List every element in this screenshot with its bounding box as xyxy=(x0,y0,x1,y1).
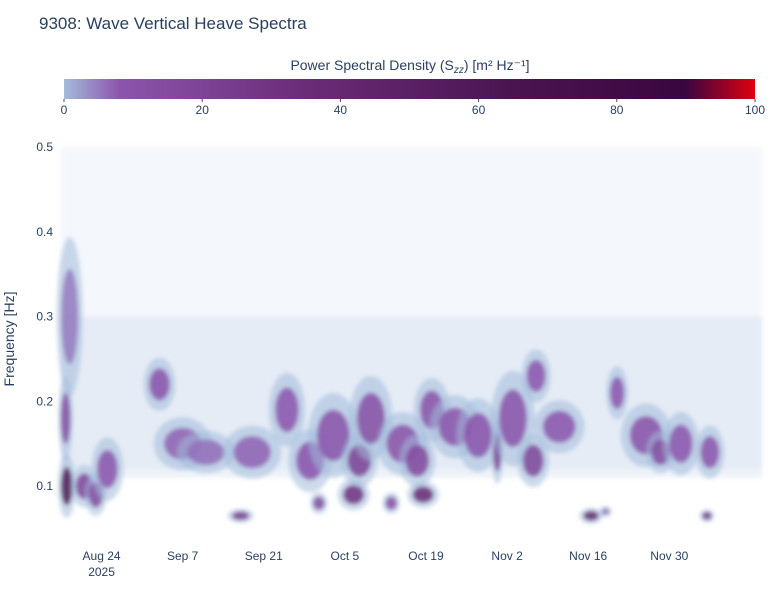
spectral-energy-cell xyxy=(61,467,73,506)
spectral-energy-cell xyxy=(702,511,712,520)
spectral-energy-cell xyxy=(543,410,576,443)
colorbar-ticks: 0 20 40 60 80 100 xyxy=(61,99,765,117)
x-tick-label: Aug 24 xyxy=(83,549,121,563)
spectral-energy-cell xyxy=(149,368,170,401)
y-tick-label: 0.5 xyxy=(36,140,53,154)
spectral-energy-cell xyxy=(412,486,434,503)
spectral-energy-cell xyxy=(357,392,385,444)
x-tick-label: Oct 19 xyxy=(408,549,444,563)
colorbar-tick-label: 20 xyxy=(196,103,210,117)
colorbar-title-suffix: ) [m² Hz⁻¹] xyxy=(464,57,530,73)
spectral-energy-cell xyxy=(385,496,397,510)
colorbar-tick-label: 0 xyxy=(61,103,68,117)
spectral-energy-cell xyxy=(275,387,299,433)
x-tick-label: Sep 21 xyxy=(245,549,283,563)
chart-title: 9308: Wave Vertical Heave Spectra xyxy=(39,14,307,33)
x-tick-label: Sep 7 xyxy=(167,549,199,563)
colorbar-tick-label: 60 xyxy=(472,103,486,117)
spectral-energy-cell xyxy=(317,409,350,461)
y-tick-label: 0.1 xyxy=(36,479,53,493)
spectral-energy-cell xyxy=(61,268,79,365)
spectral-energy-cell xyxy=(97,450,118,489)
y-tick-label: 0.2 xyxy=(36,394,53,408)
colorbar-tick-label: 80 xyxy=(610,103,624,117)
spectral-energy-cell xyxy=(601,508,610,515)
x-axis-ticks: Aug 24 2025 Sep 7 Sep 21 Oct 5 Oct 19 Nov 2 Nov… xyxy=(83,549,689,579)
colorbar-title-prefix: Power Spectral Density (S xyxy=(290,57,453,73)
y-axis-label: Frequency [Hz] xyxy=(1,292,17,387)
colorbar-title: Power Spectral Density (Szz) [m² Hz⁻¹] xyxy=(290,57,529,76)
colorbar-tick-label: 40 xyxy=(334,103,348,117)
x-tick-year: 2025 xyxy=(88,565,115,579)
spectral-energy-cell xyxy=(583,511,599,521)
spectral-energy-cell xyxy=(61,392,71,444)
spectral-energy-cell xyxy=(610,376,625,409)
y-tick-label: 0.4 xyxy=(36,225,53,239)
colorbar-title-sub: zz xyxy=(453,65,464,76)
spectral-energy-cell xyxy=(232,511,249,520)
y-tick-label: 0.3 xyxy=(36,310,53,324)
y-axis-ticks: 0.1 0.2 0.3 0.4 0.5 xyxy=(36,140,53,493)
x-tick-label: Oct 5 xyxy=(331,549,360,563)
spectral-energy-cell xyxy=(526,359,546,392)
x-tick-label: Nov 16 xyxy=(569,549,607,563)
spectral-energy-cell xyxy=(233,436,271,469)
spectral-energy-cell xyxy=(343,485,364,505)
spectral-energy-cell xyxy=(498,389,527,447)
colorbar xyxy=(64,79,755,99)
spectral-energy-cell xyxy=(313,496,325,510)
x-tick-label: Nov 2 xyxy=(491,549,523,563)
spectral-energy-cell xyxy=(700,436,720,469)
spectral-energy-cell xyxy=(187,439,225,465)
heatmap-area xyxy=(56,146,762,524)
colorbar-tick-label: 100 xyxy=(745,103,765,117)
spectral-energy-cell xyxy=(464,412,493,458)
spectral-energy-cell xyxy=(669,424,693,463)
x-tick-label: Nov 30 xyxy=(650,549,688,563)
spectral-energy-cell xyxy=(522,444,544,477)
spectral-energy-cell xyxy=(405,444,429,477)
